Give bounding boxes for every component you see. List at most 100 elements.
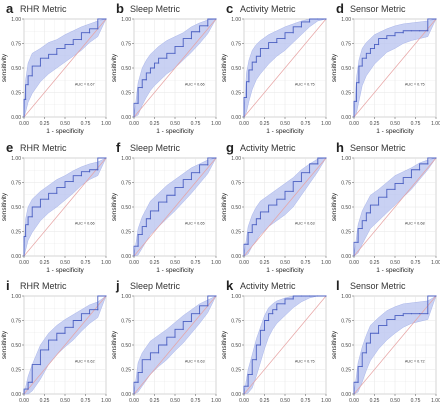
roc-point [80,38,82,41]
roc-point [394,35,396,37]
roc-panel-l: l Sensor Metric AUC = 0.72 0.00 0.25 0.50 0.75… [331,278,440,404]
roc-point [263,329,266,331]
roc-point [190,178,192,181]
roc-point [361,365,363,368]
roc-point [394,188,396,190]
roc-point [268,211,270,213]
y-tick-label: 0.00 [341,392,351,398]
roc-point [97,28,99,30]
x-tick-label: 0.00 [19,398,29,404]
roc-point [268,319,270,322]
roc-point [247,385,249,387]
roc-point [402,315,404,317]
y-tick-label: 0.25 [341,90,351,96]
panel-letter: d [336,1,344,16]
panel-letter: g [226,140,234,155]
roc-panel-i: i RHR Metric AUC = 0.62 0.00 0.25 0.50 0.75 1.0… [1,278,111,404]
x-tick-label: 0.50 [60,260,70,266]
x-tick-label: 0.25 [370,260,380,266]
roc-point [97,169,99,171]
x-tick-label: 0.50 [390,260,400,266]
roc-point [317,295,319,297]
roc-point [357,241,359,243]
panel-title: RHR Metric [20,143,67,153]
x-tick-label: 0.25 [260,260,270,266]
x-tick-label: 0.25 [370,121,380,127]
roc-point [158,210,160,212]
y-tick-label: 0.50 [231,343,241,349]
roc-curve [23,295,106,394]
chance-diagonal [243,295,327,395]
panel-title: Activity Metric [240,143,296,153]
roc-point [199,313,201,315]
y-tick-label: 0.25 [341,367,351,373]
y-axis-label: sensitivity [111,192,118,221]
x-tick-label: 0.00 [239,260,249,266]
x-tick-label: 0.75 [411,121,421,127]
x-tick-label: 0.75 [411,260,421,266]
roc-panel-d: d Sensor Metric AUC = 0.75 0.00 0.25 0.50 0.75… [331,1,440,135]
roc-point [309,295,311,297]
roc-point [27,224,29,226]
x-tick-label: 0.50 [60,121,70,127]
auc-label: AUC = 0.66 [185,83,205,87]
roc-point [317,18,319,20]
roc-point [166,344,168,346]
roc-point [378,43,380,46]
y-tick-label: 0.75 [341,41,351,47]
roc-point [182,328,184,330]
y-tick-label: 0.50 [11,343,21,349]
y-tick-label: 0.25 [11,367,21,373]
roc-point [215,295,217,297]
y-axis-label: sensitivity [111,53,118,82]
roc-point [309,172,311,174]
roc-point [369,342,371,344]
x-tick-label: 0.25 [370,398,380,404]
roc-point [158,352,160,354]
x-axis-label: 1 - specificity [376,267,414,274]
roc-point [361,227,363,230]
y-tick-label: 1.00 [121,156,131,162]
roc-point [325,295,327,297]
x-tick-label: 0.00 [19,260,29,266]
chance-diagonal [133,18,217,118]
chance-diagonal [23,157,107,257]
y-axis-label: sensitivity [221,192,228,221]
x-tick-label: 0.00 [129,121,139,127]
y-tick-label: 1.00 [341,156,351,162]
panel-letter: l [336,278,340,293]
roc-point [292,32,294,34]
roc-point [149,359,151,361]
x-tick-label: 0.25 [40,398,50,404]
x-tick-label: 0.75 [301,260,311,266]
roc-point [276,41,278,44]
x-tick-label: 0.75 [301,398,311,404]
roc-point [141,371,143,374]
roc-point [72,326,74,328]
x-axis-label: 1 - specificity [266,128,304,135]
roc-panel-h: h Sensor Metric AUC = 0.68 0.00 0.25 0.50 0.75… [331,140,440,274]
auc-label: AUC = 0.65 [185,222,205,226]
y-tick-label: 1.00 [341,17,351,23]
panel-title: RHR Metric [20,4,67,14]
roc-point [182,186,184,188]
roc-point [215,18,217,20]
x-tick-label: 1.00 [211,260,221,266]
roc-curve [133,295,216,394]
y-tick-label: 1.00 [121,17,131,23]
y-tick-label: 1.00 [231,294,241,300]
roc-point [137,102,139,104]
y-tick-label: 0.75 [341,180,351,186]
x-tick-label: 0.50 [60,398,70,404]
y-tick-label: 1.00 [231,156,241,162]
roc-point [48,349,50,351]
roc-point [190,320,192,323]
roc-point [386,38,388,40]
y-axis-label: sensitivity [331,192,338,221]
roc-point [300,26,302,28]
x-tick-label: 0.00 [129,260,139,266]
roc-point [435,18,437,20]
roc-point [27,84,29,86]
y-tick-label: 0.75 [121,318,131,324]
